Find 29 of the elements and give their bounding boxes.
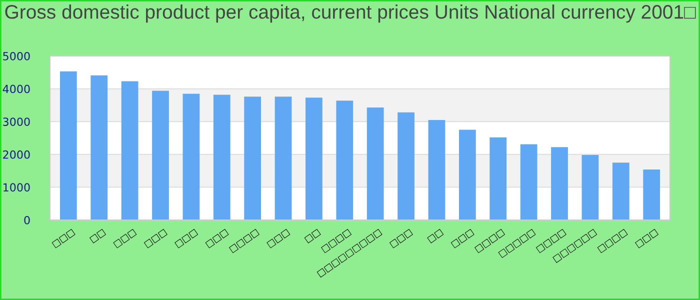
- bar: [366, 107, 384, 220]
- bar: [152, 90, 169, 220]
- y-tick-label: 4000: [2, 84, 30, 94]
- bar: [121, 81, 138, 220]
- bar: [213, 94, 230, 220]
- bar: [643, 169, 660, 220]
- bar: [398, 112, 414, 220]
- y-tick-label: 3000: [3, 118, 30, 126]
- chart-title: Gross domestic product per capita, current prices Units National currency 2001□: [5, 4, 696, 23]
- x-tick-label: □□: [427, 228, 444, 244]
- bar: [274, 96, 292, 220]
- bar: [612, 162, 630, 220]
- bar: [551, 147, 568, 220]
- bar: [90, 75, 108, 220]
- bar: [306, 98, 322, 220]
- y-tick-label: 1000: [4, 183, 30, 192]
- y-tick-label: 5000: [3, 52, 30, 60]
- bar: [60, 71, 77, 220]
- bar: [428, 120, 446, 220]
- bar: [490, 137, 507, 220]
- bar: [244, 96, 262, 220]
- bar: [336, 100, 354, 220]
- bar: [520, 144, 538, 220]
- y-tick-label: 0: [24, 216, 30, 224]
- x-tick-label: □□: [89, 228, 106, 244]
- y-tick-label: 2000: [3, 150, 30, 159]
- bar: [182, 94, 200, 220]
- bar: [458, 130, 476, 220]
- bar: [582, 155, 599, 220]
